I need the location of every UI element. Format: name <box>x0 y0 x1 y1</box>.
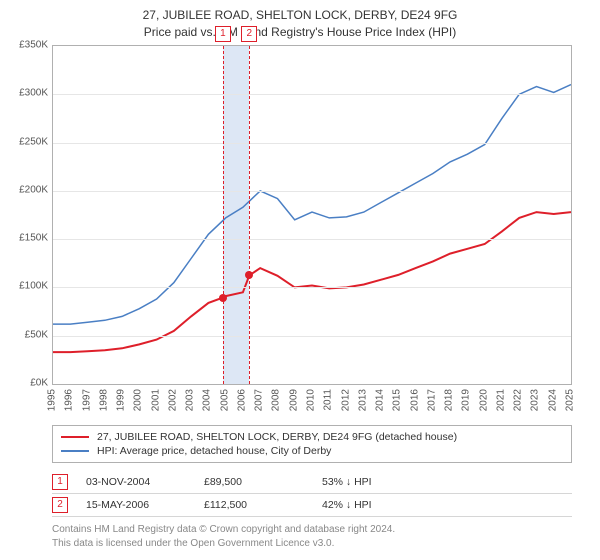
event-line <box>223 46 224 384</box>
event-index-label: 2 <box>241 26 257 42</box>
legend-label: 27, JUBILEE ROAD, SHELTON LOCK, DERBY, D… <box>97 431 457 443</box>
legend-label: HPI: Average price, detached house, City… <box>97 445 331 457</box>
x-tick-label: 2015 <box>392 389 403 411</box>
event-marker <box>245 271 253 279</box>
x-tick-label: 2025 <box>565 389 576 411</box>
footer-licence: This data is licensed under the Open Gov… <box>52 537 572 551</box>
y-tick-label: £0K <box>30 378 48 389</box>
x-tick-label: 2006 <box>236 389 247 411</box>
x-tick-label: 2017 <box>426 389 437 411</box>
x-tick-label: 1996 <box>64 389 75 411</box>
event-index-label: 1 <box>215 26 231 42</box>
x-tick-label: 2021 <box>495 389 506 411</box>
gridline <box>53 191 571 192</box>
x-tick-label: 2004 <box>202 389 213 411</box>
x-tick-label: 2020 <box>478 389 489 411</box>
y-tick-label: £50K <box>25 329 48 340</box>
event-delta: 53% ↓ HPI <box>322 476 422 488</box>
event-price: £112,500 <box>204 499 304 511</box>
titles: 27, JUBILEE ROAD, SHELTON LOCK, DERBY, D… <box>10 8 590 39</box>
x-axis: 1995199619971998199920002001200220032004… <box>52 385 572 419</box>
plot-area: 12 <box>52 45 572 385</box>
event-date: 03-NOV-2004 <box>86 476 186 488</box>
y-axis: £0K£50K£100K£150K£200K£250K£300K£350K <box>10 45 52 385</box>
event-row: 1 03-NOV-2004 £89,500 53% ↓ HPI <box>52 471 572 494</box>
gridline <box>53 336 571 337</box>
x-tick-label: 2018 <box>444 389 455 411</box>
event-index-box: 1 <box>52 474 68 490</box>
legend-swatch <box>61 436 89 438</box>
x-tick-label: 1999 <box>116 389 127 411</box>
x-tick-label: 1995 <box>47 389 58 411</box>
x-tick-label: 2024 <box>547 389 558 411</box>
events-table: 1 03-NOV-2004 £89,500 53% ↓ HPI 2 15-MAY-2006… <box>52 471 572 517</box>
y-tick-label: £150K <box>19 233 48 244</box>
series-lines <box>53 46 571 384</box>
x-tick-label: 2016 <box>409 389 420 411</box>
event-price: £89,500 <box>204 476 304 488</box>
x-tick-label: 1997 <box>81 389 92 411</box>
x-tick-label: 2011 <box>323 389 334 411</box>
gridline <box>53 287 571 288</box>
event-index-box: 2 <box>52 497 68 513</box>
event-marker <box>219 294 227 302</box>
x-tick-label: 2013 <box>357 389 368 411</box>
chart-subtitle: Price paid vs. HM Land Registry's House … <box>10 25 590 39</box>
chart-title-address: 27, JUBILEE ROAD, SHELTON LOCK, DERBY, D… <box>10 8 590 22</box>
footer-copyright: Contains HM Land Registry data © Crown c… <box>52 523 572 537</box>
x-tick-label: 2001 <box>150 389 161 411</box>
y-tick-label: £100K <box>19 281 48 292</box>
y-tick-label: £250K <box>19 136 48 147</box>
y-tick-label: £350K <box>19 40 48 51</box>
x-tick-label: 2007 <box>254 389 265 411</box>
y-tick-label: £300K <box>19 88 48 99</box>
plot-row: £0K£50K£100K£150K£200K£250K£300K£350K 12 <box>10 45 590 385</box>
x-tick-label: 2002 <box>167 389 178 411</box>
x-tick-label: 2014 <box>375 389 386 411</box>
event-row: 2 15-MAY-2006 £112,500 42% ↓ HPI <box>52 494 572 517</box>
footer: Contains HM Land Registry data © Crown c… <box>52 523 572 550</box>
x-tick-label: 1998 <box>98 389 109 411</box>
x-tick-label: 2023 <box>530 389 541 411</box>
legend-row: HPI: Average price, detached house, City… <box>61 444 563 458</box>
event-line <box>249 46 250 384</box>
x-tick-label: 2019 <box>461 389 472 411</box>
chart-container: 27, JUBILEE ROAD, SHELTON LOCK, DERBY, D… <box>0 0 600 556</box>
x-tick-label: 2003 <box>185 389 196 411</box>
x-tick-label: 2012 <box>340 389 351 411</box>
x-tick-label: 2010 <box>306 389 317 411</box>
x-tick-label: 2005 <box>219 389 230 411</box>
series-property <box>53 212 571 352</box>
x-tick-label: 2022 <box>513 389 524 411</box>
gridline <box>53 94 571 95</box>
legend-row: 27, JUBILEE ROAD, SHELTON LOCK, DERBY, D… <box>61 430 563 444</box>
x-tick-label: 2000 <box>133 389 144 411</box>
legend-swatch <box>61 450 89 452</box>
x-tick-label: 2008 <box>271 389 282 411</box>
x-tick-label: 2009 <box>288 389 299 411</box>
y-tick-label: £200K <box>19 184 48 195</box>
legend: 27, JUBILEE ROAD, SHELTON LOCK, DERBY, D… <box>52 425 572 463</box>
event-delta: 42% ↓ HPI <box>322 499 422 511</box>
gridline <box>53 239 571 240</box>
event-date: 15-MAY-2006 <box>86 499 186 511</box>
gridline <box>53 143 571 144</box>
